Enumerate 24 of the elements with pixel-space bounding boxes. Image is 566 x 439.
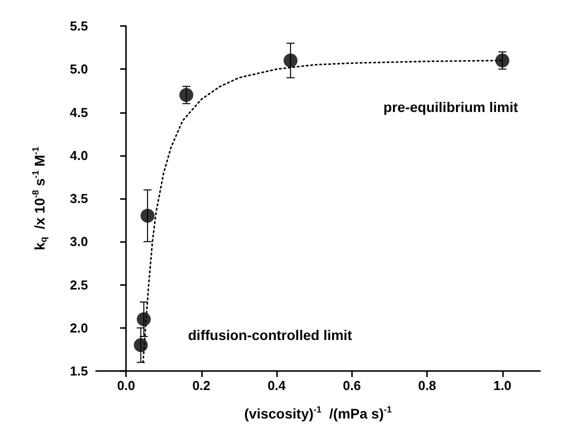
x-tick-label: 0.0	[117, 378, 136, 393]
x-tick-label: 0.4	[268, 378, 286, 393]
x-tick-label: 1.0	[493, 378, 512, 393]
y-tick-label: 2.0	[70, 320, 88, 336]
annotation: diffusion-controlled limit	[188, 327, 352, 343]
annotation: pre-equilibrium limit	[383, 99, 518, 115]
y-tick-label: 3.5	[70, 191, 88, 206]
point	[179, 88, 194, 102]
y-tick-label: 4.5	[70, 104, 88, 120]
point	[140, 208, 155, 223]
x-tick-label: 0.8	[418, 378, 436, 393]
x-tick-label: 0.2	[192, 378, 210, 393]
x-tick-label: 0.6	[342, 378, 361, 393]
point	[136, 312, 151, 326]
y-tick-label: 4.0	[70, 148, 88, 163]
y-tick-label: 5.5	[70, 18, 88, 34]
y-tick-label: 1.5	[70, 364, 88, 378]
y-tick-label: 5.0	[70, 62, 88, 77]
point	[134, 338, 148, 352]
point	[284, 54, 298, 68]
y-tick-label: 2.5	[70, 277, 88, 292]
y-axis-title: kq /x 10-8 s-1 M-1	[30, 146, 48, 250]
point	[495, 54, 510, 68]
y-tick-label: 3.0	[70, 234, 88, 250]
